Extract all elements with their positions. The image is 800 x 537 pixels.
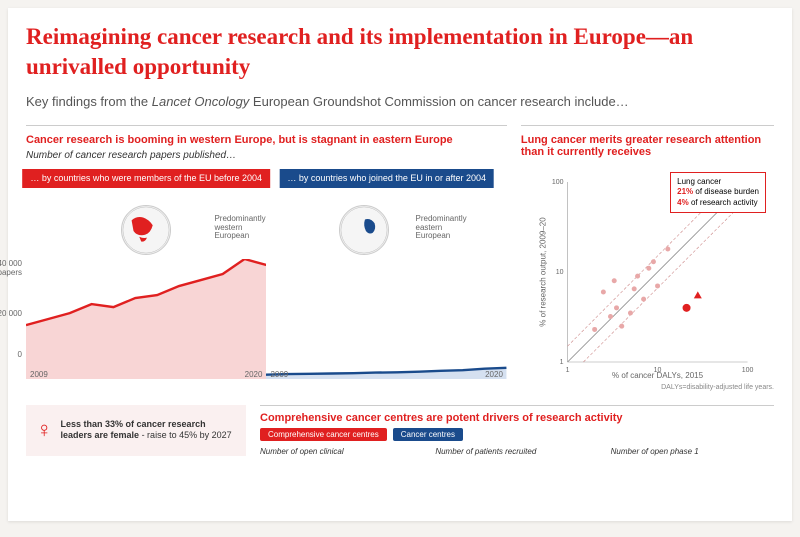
svg-text:100: 100 — [552, 179, 564, 186]
panels-row: Cancer research is booming in western Eu… — [26, 125, 774, 391]
west-xend: 2020 — [245, 370, 263, 379]
west-chart: … by countries who were members of the E… — [26, 169, 266, 379]
callout-activity-label: of research activity — [689, 198, 758, 207]
ytick-20000: 20 000 — [0, 309, 22, 318]
svg-text:10: 10 — [556, 269, 564, 276]
west-globe-label: Predominantly western European — [214, 215, 272, 241]
east-area-svg — [266, 259, 506, 379]
subtitle-suffix: European Groundshot Commission on cancer… — [249, 94, 628, 109]
scatter-chart: 110100110100 % of cancer DALYs, 2015 % o… — [521, 162, 774, 382]
lung-panel: Lung cancer merits greater research atte… — [521, 125, 774, 391]
east-globe-label: Predominantly eastern European — [416, 215, 474, 241]
centres-metrics: Number of open clinical Number of patien… — [260, 447, 774, 456]
daly-note: DALYs=disability-adjusted life years. — [521, 384, 774, 391]
papers-panel-title: Cancer research is booming in western Eu… — [26, 134, 507, 146]
pill-comprehensive: Comprehensive cancer centres — [260, 428, 387, 441]
west-xstart: 2009 — [30, 370, 48, 379]
centres-title: Comprehensive cancer centres are potent … — [260, 412, 774, 424]
female-stat-text: Less than 33% of cancer research leaders… — [61, 419, 237, 442]
callout-name: Lung cancer — [677, 177, 759, 187]
ytick-40000: 40 000 papers — [0, 259, 22, 277]
metric-2: Number of open phase 1 — [611, 447, 774, 456]
scatter-ylabel: % of research output, 2009–20 — [538, 217, 547, 327]
west-badge: … by countries who were members of the E… — [22, 169, 270, 188]
papers-panel: Cancer research is booming in western Eu… — [26, 125, 507, 391]
papers-panel-subtitle: Number of cancer research papers publish… — [26, 150, 507, 161]
dual-area-chart: 40 000 papers 20 000 0 … by countries wh… — [26, 169, 507, 379]
main-title: Reimagining cancer research and its impl… — [26, 22, 774, 82]
svg-text:1: 1 — [565, 367, 569, 374]
east-xend: 2020 — [485, 370, 503, 379]
east-xaxis: 2009 2020 — [266, 370, 506, 379]
lung-panel-title: Lung cancer merits greater research atte… — [521, 134, 774, 158]
subtitle-journal: Lancet Oncology — [152, 94, 250, 109]
callout-burden-label: of disease burden — [693, 187, 759, 196]
callout-burden-pct: 21% — [677, 187, 693, 196]
metric-1: Number of patients recruited — [435, 447, 598, 456]
east-chart: … by countries who joined the EU in or a… — [266, 169, 506, 379]
svg-text:100: 100 — [742, 367, 754, 374]
east-badge: … by countries who joined the EU in or a… — [279, 169, 494, 188]
east-xstart: 2009 — [270, 370, 288, 379]
centres-legend: Comprehensive cancer centres Cancer cent… — [260, 428, 774, 441]
bottom-row: ♀ Less than 33% of cancer research leade… — [26, 405, 774, 456]
female-icon: ♀ — [36, 417, 53, 443]
lung-callout: Lung cancer 21% of disease burden 4% of … — [670, 172, 766, 213]
callout-activity-pct: 4% — [677, 198, 689, 207]
metric-0: Number of open clinical — [260, 447, 423, 456]
papers-yaxis: 40 000 papers 20 000 0 — [0, 169, 24, 359]
subtitle-prefix: Key findings from the — [26, 94, 152, 109]
pill-cancer: Cancer centres — [393, 428, 463, 441]
east-globe-icon — [339, 205, 389, 255]
female-stat-suffix: - raise to 45% by 2027 — [139, 430, 232, 440]
female-stat-box: ♀ Less than 33% of cancer research leade… — [26, 405, 246, 456]
scatter-xlabel: % of cancer DALYs, 2015 — [612, 371, 704, 380]
west-globe-icon — [121, 205, 171, 255]
subtitle: Key findings from the Lancet Oncology Eu… — [26, 94, 774, 109]
west-xaxis: 2009 2020 — [26, 370, 266, 379]
svg-text:1: 1 — [560, 359, 564, 366]
ytick-0: 0 — [0, 350, 22, 359]
west-area-svg — [26, 259, 266, 379]
infographic-card: Reimagining cancer research and its impl… — [8, 8, 792, 521]
centres-panel: Comprehensive cancer centres are potent … — [260, 405, 774, 456]
